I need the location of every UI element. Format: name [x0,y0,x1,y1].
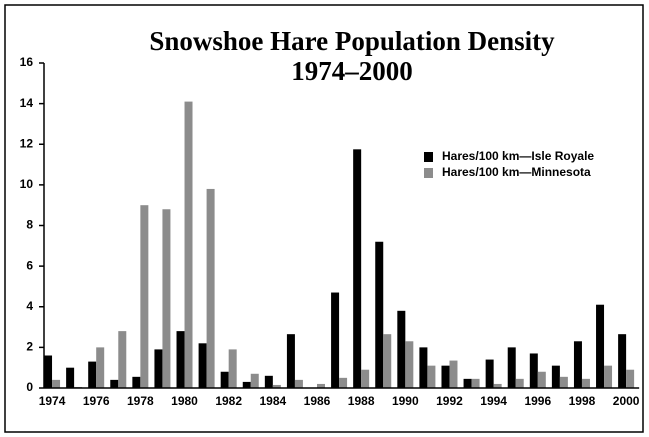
bar [353,149,362,388]
bar [573,341,582,388]
x-tick-label: 1976 [83,394,110,408]
bar [220,371,229,388]
bar [206,188,215,388]
bar [419,347,428,388]
bar [405,341,414,388]
x-tick-label: 1982 [215,394,242,408]
y-tick-label: 2 [26,340,33,354]
bar [140,205,149,388]
chart-subtitle: 1974–2000 [291,56,413,86]
chart-title: Snowshoe Hare Population Density [149,26,555,56]
bar [286,334,295,388]
bar [427,365,436,388]
bar [317,383,325,388]
bar [529,353,538,388]
bar [581,378,590,388]
legend-swatch [424,152,433,162]
legend-label: Hares/100 km—Minnesota [442,165,591,179]
bar [52,379,61,388]
bar [493,383,502,388]
bar [96,347,105,388]
bar [66,367,75,388]
bar [184,101,193,388]
bar [242,381,251,388]
bar [441,365,450,388]
bar [397,310,406,388]
bar [88,361,97,388]
bar [110,379,119,388]
bar [198,343,207,388]
frame [4,4,644,433]
bar [272,384,281,388]
x-tick-label: 1974 [39,394,66,408]
legend-swatch [424,168,433,178]
x-tick-label: 1978 [127,394,154,408]
bar [626,369,635,388]
bar [551,365,560,388]
x-tick-label: 1986 [304,394,331,408]
y-tick-label: 16 [20,55,34,69]
bar [485,359,494,388]
bar [515,378,524,388]
x-tick-label: 1984 [259,394,286,408]
x-tick-label: 1994 [480,394,507,408]
x-tick-label: 1990 [392,394,419,408]
x-tick-label: 1998 [569,394,596,408]
bar [383,334,392,388]
y-tick-label: 4 [26,299,33,313]
x-tick-label: 1992 [436,394,463,408]
bar [537,371,546,388]
legend-label: Hares/100 km—Isle Royale [442,149,594,163]
bar [471,378,480,388]
bar [44,355,53,388]
x-tick-label: 2000 [613,394,640,408]
bar [361,369,370,388]
bar [154,349,163,388]
bar [604,365,613,388]
y-tick-label: 10 [20,177,34,191]
bar [375,241,384,388]
bar [618,334,627,388]
bar [264,375,273,388]
x-tick-label: 1996 [524,394,551,408]
y-tick-label: 8 [26,218,33,232]
bar [596,304,605,388]
bar [331,292,340,388]
y-tick-label: 14 [20,96,34,110]
bar [507,347,516,388]
bar [118,331,127,388]
bar [339,377,348,388]
bar [449,360,458,388]
x-tick-label: 1980 [171,394,198,408]
y-tick-label: 0 [26,380,33,394]
bar [294,379,303,388]
bar [228,349,237,388]
bar [162,209,171,388]
bar [559,376,568,388]
bar [250,373,259,388]
y-tick-label: 12 [20,136,34,150]
bar [463,378,472,388]
bar [176,331,185,388]
y-tick-label: 6 [26,258,33,272]
bar [132,376,141,388]
x-tick-label: 1988 [348,394,375,408]
